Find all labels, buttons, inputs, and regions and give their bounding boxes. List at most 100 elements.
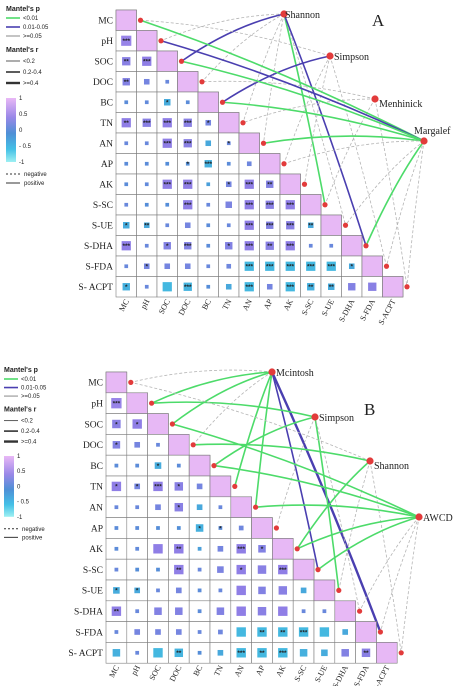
mantel-link	[151, 401, 316, 418]
heatmap-cell	[236, 564, 246, 575]
significance-label: **	[308, 223, 314, 230]
heatmap-cell	[185, 100, 190, 105]
heatmap-cell	[265, 200, 274, 209]
legend-p-title: Mantel's p	[6, 6, 40, 13]
heatmap-cell	[124, 182, 129, 187]
link-anchor-dot	[128, 379, 134, 385]
heatmap-diagonal-cell	[218, 112, 240, 134]
x-tick-label: MC	[107, 664, 121, 679]
heatmap-cell	[164, 99, 171, 106]
heatmap-cell	[165, 79, 170, 84]
heatmap-cell	[217, 566, 224, 573]
link-anchor-dot	[377, 629, 383, 635]
significance-label: ***	[286, 264, 294, 271]
heatmap-cell	[121, 118, 131, 128]
diversity-node	[415, 513, 423, 521]
heatmap-cell	[226, 263, 232, 269]
significance-label: *	[136, 484, 139, 491]
mantel-link	[201, 13, 285, 83]
legend-p-label: <0.01	[23, 16, 39, 22]
x-tick-label: S-DHA	[337, 298, 357, 324]
significance-label: *	[166, 100, 169, 107]
mantel-link	[400, 516, 420, 653]
y-tick-label: S-DHA	[84, 242, 113, 252]
link-anchor-dot	[199, 79, 205, 85]
legend-line-style-label: negative	[22, 527, 45, 533]
mantel-link	[324, 98, 376, 205]
heatmap-cell	[175, 629, 182, 635]
x-tick-label: DOC	[177, 298, 193, 317]
x-tick-label: AN	[241, 298, 254, 313]
heatmap-cell	[321, 649, 328, 657]
mantel-link	[130, 382, 371, 462]
heatmap-cell	[257, 648, 267, 658]
heatmap-cell	[111, 398, 122, 409]
link-anchor-dot	[383, 263, 390, 269]
x-tick-label: AK	[274, 664, 287, 679]
panel-a-letter: A	[372, 11, 385, 30]
heatmap-cell	[266, 180, 274, 188]
significance-label: **	[308, 284, 314, 291]
significance-label: ***	[245, 182, 253, 189]
heatmap-cell	[266, 221, 274, 229]
significance-label: ***	[122, 38, 130, 45]
x-tick-label: AP	[262, 297, 275, 311]
mantel-link	[296, 516, 420, 550]
mantel-link	[234, 371, 273, 487]
significance-label: ***	[154, 484, 162, 491]
heatmap-cell	[278, 627, 288, 637]
colorbar-tick: 0.5	[17, 469, 26, 475]
heatmap-cell	[205, 140, 212, 147]
heatmap-cell	[206, 223, 211, 228]
heatmap-cell	[244, 179, 254, 189]
heatmap-cell	[165, 223, 170, 228]
heatmap-cell	[174, 482, 184, 491]
colorbar	[6, 98, 16, 162]
legend-r-label: >=0.4	[21, 440, 37, 446]
heatmap-cell	[135, 546, 140, 551]
legend-p-label: 0.01-0.05	[23, 25, 49, 31]
y-tick-label: BC	[100, 99, 113, 109]
heatmap-diagonal-cell	[382, 276, 404, 298]
heatmap-cell	[278, 564, 288, 575]
heatmap-cell	[278, 648, 288, 658]
heatmap-cell	[112, 441, 121, 449]
heatmap-cell	[165, 161, 170, 166]
heatmap-cell	[156, 442, 160, 447]
colorbar-tick: - 0.5	[17, 500, 30, 506]
y-tick-label: AP	[101, 160, 113, 170]
heatmap-cell	[298, 627, 309, 637]
heatmap-diagonal-cell	[334, 600, 356, 622]
heatmap-diagonal-cell	[188, 454, 211, 477]
panel-b-letter: B	[364, 400, 375, 419]
heatmap-cell	[257, 627, 267, 637]
heatmap-cell	[246, 161, 252, 167]
heatmap-cell	[197, 588, 202, 593]
mantel-link	[201, 80, 376, 100]
heatmap-cell	[135, 505, 140, 510]
significance-label: ***	[113, 401, 121, 408]
heatmap-cell	[124, 264, 129, 269]
heatmap-diagonal-cell	[259, 153, 281, 175]
heatmap-diagonal-cell	[376, 642, 398, 664]
mantel-link	[345, 140, 425, 226]
heatmap-cell	[111, 606, 122, 616]
heatmap-diagonal-cell	[272, 538, 294, 560]
heatmap-cell	[216, 607, 225, 615]
heatmap-cell	[153, 648, 163, 658]
heatmap-cell	[144, 141, 149, 146]
heatmap-cell	[162, 118, 172, 128]
y-tick-label: AK	[99, 181, 113, 191]
heatmap-cell	[184, 242, 192, 250]
mantel-link	[213, 464, 420, 518]
diversity-node	[311, 413, 319, 421]
panel-b: B **** **** * *** *** *** *** *** * **** ***** ** **…	[68, 368, 452, 686]
heatmap-cell	[236, 627, 246, 637]
mantel-link	[140, 19, 425, 142]
significance-label: **	[124, 59, 130, 66]
heatmap-diagonal-cell	[209, 475, 232, 498]
heatmap-diagonal-cell	[341, 235, 363, 257]
heatmap-cell	[265, 241, 274, 250]
heatmap-cell	[300, 587, 307, 594]
heatmap-cell	[218, 526, 223, 530]
